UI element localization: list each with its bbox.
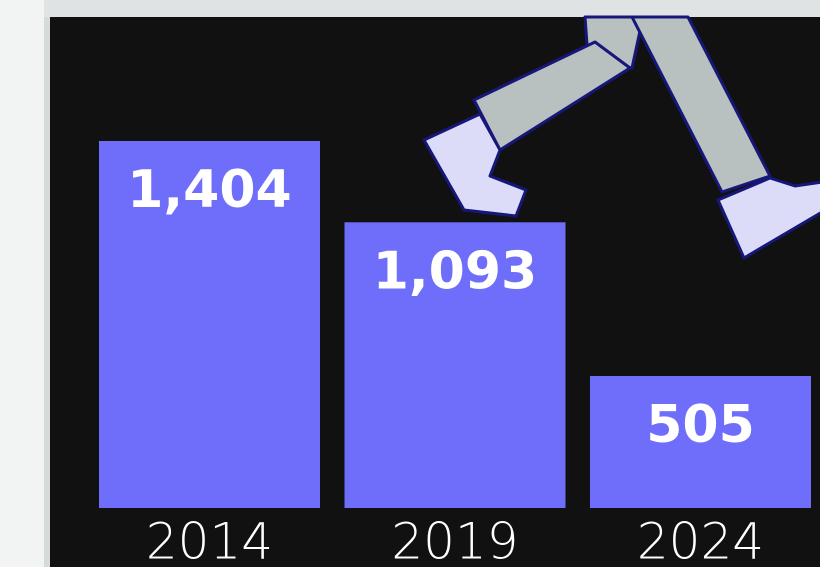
bar <box>590 375 811 508</box>
bar <box>99 140 320 509</box>
right-leg <box>630 15 772 194</box>
bar <box>344 222 566 508</box>
x-tick-label: 2019 <box>391 513 518 567</box>
legs-illustration <box>422 15 820 260</box>
left-shoe <box>422 112 528 218</box>
top-band <box>44 0 820 17</box>
value-label: 1,404 <box>127 160 291 220</box>
x-tick-label: 2014 <box>146 513 273 567</box>
x-tick-label: 2024 <box>637 513 764 567</box>
left-border <box>44 0 50 567</box>
right-shoe <box>716 176 820 260</box>
value-label: 1,093 <box>373 241 537 301</box>
value-label: 505 <box>646 395 755 455</box>
